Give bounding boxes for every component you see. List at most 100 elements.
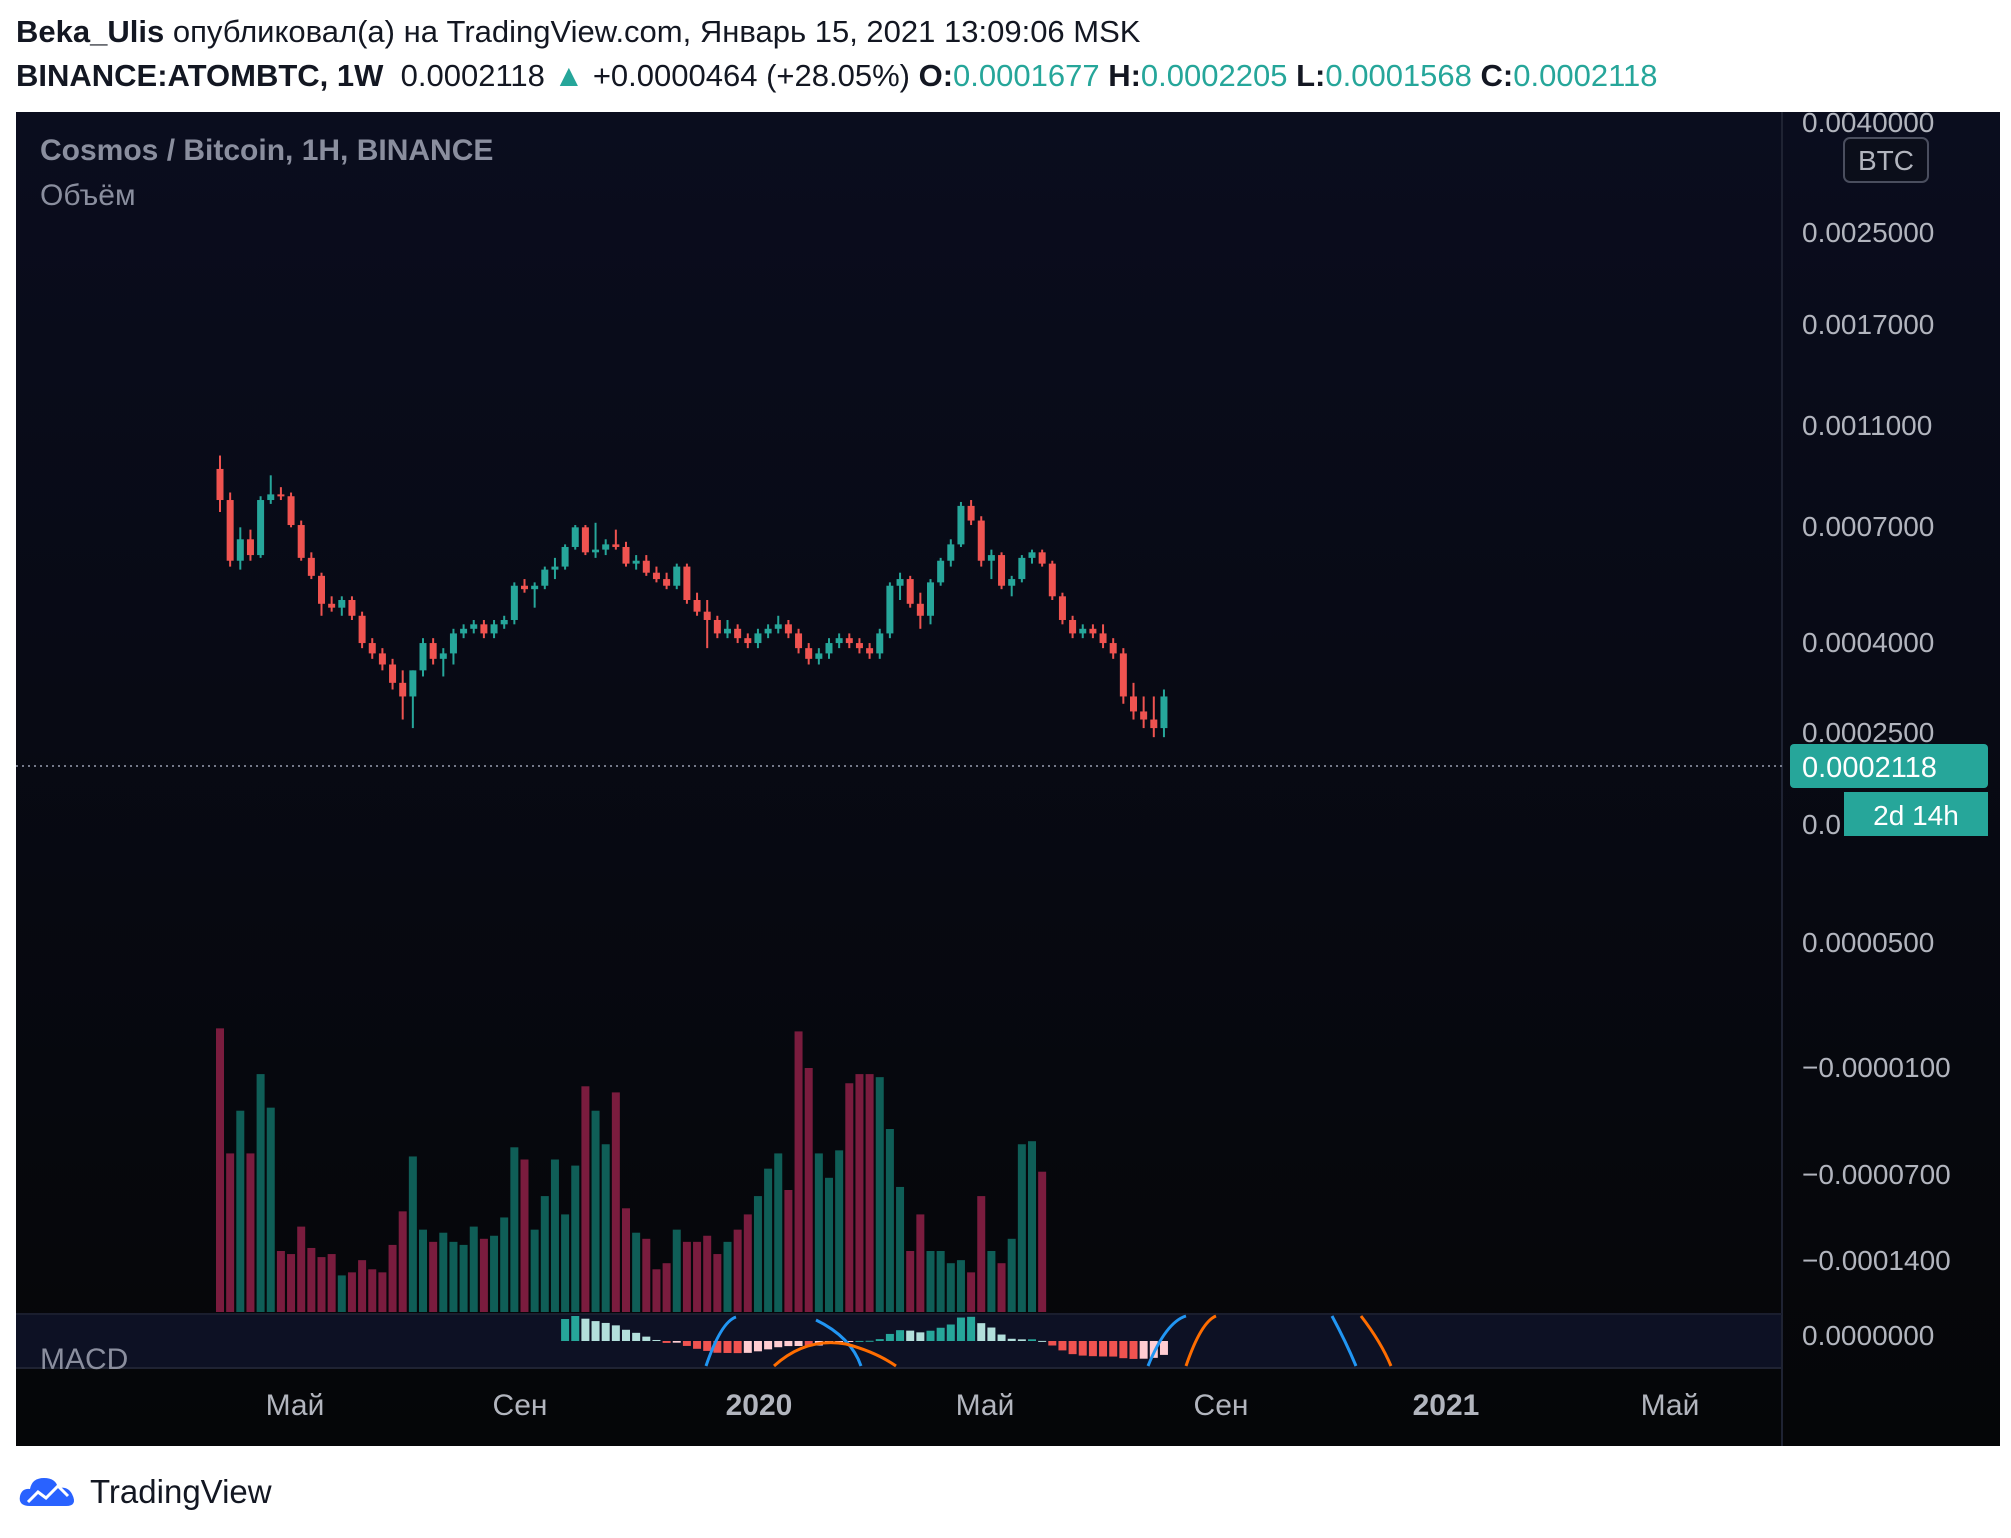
candle bbox=[957, 501, 965, 547]
currency-badge[interactable]: BTC bbox=[1843, 137, 1929, 183]
candle-body bbox=[795, 633, 803, 649]
candle bbox=[835, 633, 843, 649]
up-arrow-icon: ▲ bbox=[553, 58, 585, 93]
volume-bar bbox=[622, 1208, 630, 1312]
volume-bar bbox=[581, 1086, 590, 1312]
candle-body bbox=[927, 582, 934, 616]
volume-bar bbox=[1028, 1141, 1036, 1312]
candle bbox=[409, 670, 417, 729]
candle bbox=[876, 628, 884, 659]
volume-bar bbox=[997, 1263, 1006, 1312]
macd-bar bbox=[1058, 1341, 1067, 1351]
macd-bar bbox=[916, 1332, 925, 1341]
price-label-0025000: 0.0025000 bbox=[1802, 217, 1934, 248]
macd-bar bbox=[672, 1341, 681, 1343]
author-name[interactable]: Beka_Ulis bbox=[16, 14, 165, 49]
tradingview-logo[interactable]: TradingView bbox=[16, 1472, 272, 1512]
volume-bar bbox=[1038, 1171, 1047, 1312]
time-label-sep-2020: Сен bbox=[1194, 1389, 1249, 1422]
candle bbox=[1008, 575, 1016, 597]
candle bbox=[683, 563, 691, 604]
candle-body bbox=[531, 585, 539, 590]
candle bbox=[1038, 549, 1046, 567]
price-scale[interactable]: 0.0040000 0.0025000 0.0017000 0.0011000 … bbox=[1802, 107, 1951, 1351]
candle bbox=[318, 572, 325, 616]
candle bbox=[307, 552, 315, 580]
candle bbox=[774, 615, 782, 634]
candle bbox=[642, 555, 650, 576]
volume-bar bbox=[439, 1232, 448, 1312]
candle bbox=[551, 557, 559, 580]
volume-bar bbox=[419, 1229, 427, 1312]
candle-body bbox=[734, 628, 742, 639]
candle-body bbox=[510, 585, 518, 620]
candle-body bbox=[1089, 628, 1097, 634]
candle bbox=[622, 541, 630, 567]
high-label: H: bbox=[1108, 58, 1141, 93]
countdown-badge: 2d 14h bbox=[1844, 792, 1988, 836]
volume-bar bbox=[875, 1077, 884, 1312]
low-label: L: bbox=[1296, 58, 1326, 93]
chart-container[interactable]: Cosmos / Bitcoin, 1H, BINANCE Объём MACD… bbox=[16, 107, 2000, 1446]
volume-bar bbox=[743, 1214, 752, 1312]
macd-bar bbox=[997, 1334, 1006, 1341]
volume-bar bbox=[276, 1251, 285, 1312]
time-axis[interactable]: Май Сен 2020 Май Сен 2021 Май bbox=[266, 1389, 1700, 1422]
candle bbox=[592, 522, 600, 558]
candle-body bbox=[592, 549, 600, 553]
macd-bar bbox=[804, 1341, 813, 1347]
candle-body bbox=[399, 682, 407, 697]
volume-bar bbox=[967, 1272, 976, 1312]
candle-body bbox=[541, 569, 549, 586]
time-label-sep-2019: Сен bbox=[493, 1389, 548, 1422]
candle-body bbox=[632, 560, 640, 564]
candle-body bbox=[378, 653, 386, 665]
macd-bar bbox=[561, 1319, 570, 1341]
macd-bar bbox=[1109, 1341, 1118, 1357]
volume-bars bbox=[216, 1028, 1047, 1312]
candle bbox=[673, 563, 681, 590]
countdown-badge-text: 2d 14h bbox=[1873, 800, 1959, 831]
volume-bar bbox=[693, 1241, 702, 1312]
candle bbox=[784, 619, 792, 639]
time-label-may-2021: Май bbox=[1641, 1389, 1700, 1422]
candle bbox=[348, 596, 356, 620]
candle-body bbox=[642, 560, 650, 573]
candle bbox=[338, 596, 346, 616]
time-label-may-2020: Май bbox=[956, 1389, 1015, 1422]
volume-bar bbox=[1017, 1144, 1026, 1312]
volume-bar bbox=[855, 1074, 864, 1312]
volume-bar bbox=[896, 1186, 905, 1312]
volume-bar bbox=[287, 1254, 296, 1312]
volume-bar bbox=[652, 1269, 661, 1312]
volume-bar bbox=[469, 1226, 478, 1312]
close-label: C: bbox=[1480, 58, 1514, 93]
candle bbox=[713, 615, 721, 639]
macd-bar bbox=[753, 1341, 762, 1352]
macd-line-segment-2 bbox=[815, 1318, 863, 1367]
candle-body bbox=[470, 624, 478, 629]
candle bbox=[886, 582, 894, 639]
candle-body bbox=[906, 579, 914, 604]
volume-bar bbox=[682, 1241, 691, 1312]
candle-body bbox=[825, 643, 833, 654]
volume-bar bbox=[327, 1254, 336, 1312]
price-chart[interactable]: Cosmos / Bitcoin, 1H, BINANCE Объём MACD… bbox=[16, 107, 2000, 1446]
candle-body bbox=[622, 546, 630, 564]
volume-bar bbox=[936, 1251, 945, 1312]
macd-bar bbox=[1068, 1341, 1077, 1355]
macd-bar bbox=[1007, 1338, 1016, 1341]
price-label-0007000: 0.0007000 bbox=[1802, 511, 1934, 542]
candle-body bbox=[500, 619, 508, 625]
volume-bar bbox=[753, 1196, 762, 1312]
candle bbox=[1069, 615, 1077, 639]
candle-body bbox=[257, 500, 265, 556]
volume-bar bbox=[723, 1241, 732, 1312]
last-price-badge-box bbox=[1790, 744, 1988, 788]
candle bbox=[267, 475, 275, 504]
candle bbox=[470, 619, 478, 634]
macd-line-segment-3 bbox=[1146, 1314, 1187, 1367]
candle-body bbox=[216, 468, 224, 501]
low-value: 0.0001568 bbox=[1325, 58, 1472, 93]
candle-body bbox=[226, 500, 234, 561]
